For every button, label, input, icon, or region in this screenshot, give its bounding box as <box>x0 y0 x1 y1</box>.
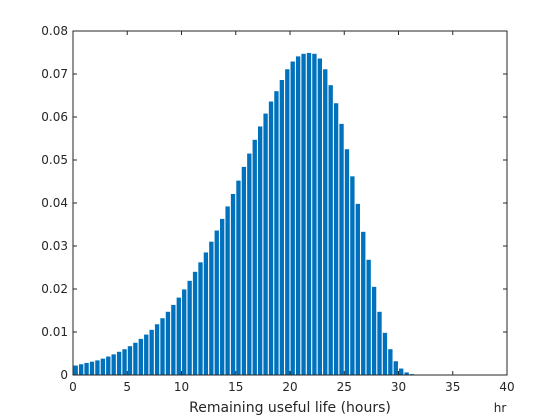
bar <box>333 103 339 376</box>
bar <box>257 126 263 376</box>
bar <box>225 206 230 375</box>
bar <box>95 360 100 375</box>
bar <box>182 289 187 375</box>
bar <box>154 324 160 375</box>
bar <box>127 346 133 375</box>
bar <box>122 349 127 375</box>
bar <box>285 69 290 376</box>
bar <box>165 311 171 375</box>
x-tick-label: 5 <box>123 380 131 394</box>
bar <box>312 53 317 375</box>
bar <box>89 361 95 375</box>
bar <box>220 218 225 375</box>
bar <box>241 166 247 375</box>
bar <box>187 280 192 375</box>
y-tick-label: 0.05 <box>41 153 68 167</box>
x-tick-label: 15 <box>228 380 243 394</box>
bar <box>176 297 181 375</box>
bar <box>274 91 279 375</box>
bar <box>203 252 209 375</box>
bar <box>382 332 388 375</box>
y-tick-label: 0 <box>60 368 68 382</box>
bar <box>350 176 355 375</box>
y-tick-label: 0.04 <box>41 196 68 210</box>
bar <box>366 259 371 375</box>
bar <box>295 56 301 376</box>
bar <box>116 351 122 375</box>
bar <box>344 149 350 375</box>
bar <box>252 139 257 375</box>
bar <box>160 318 165 375</box>
bar <box>247 153 252 375</box>
x-tick-label: 20 <box>282 380 297 394</box>
y-tick-label: 0.06 <box>41 110 68 124</box>
x-tick-label: 0 <box>69 380 77 394</box>
y-tick-label: 0.02 <box>41 282 68 296</box>
bar <box>399 368 404 375</box>
y-axis-ticks: 0 0.01 0.02 0.03 0.04 0.05 0.06 0.07 0.08 <box>41 24 507 382</box>
y-tick-label: 0.03 <box>41 239 68 253</box>
bar-series <box>73 52 420 376</box>
y-tick-label: 0.08 <box>41 24 68 38</box>
bar <box>301 53 306 375</box>
bar <box>192 271 198 375</box>
x-tick-label: 25 <box>337 380 352 394</box>
bar <box>198 262 203 375</box>
bar <box>306 52 312 376</box>
bar <box>355 203 360 375</box>
bar <box>214 230 219 375</box>
x-axis-label: Remaining useful life (hours) <box>189 400 391 416</box>
bar <box>236 180 241 375</box>
bar <box>133 342 138 375</box>
bar <box>323 69 328 376</box>
bar <box>328 85 333 376</box>
y-tick-label: 0.07 <box>41 67 68 81</box>
x-tick-label: 30 <box>391 380 406 394</box>
bar <box>100 358 106 375</box>
bar <box>73 365 78 375</box>
bar <box>111 354 116 375</box>
bar <box>106 356 111 375</box>
bar <box>138 338 143 375</box>
x-tick-label: 35 <box>445 380 460 394</box>
bar <box>268 101 274 376</box>
bar <box>317 58 323 376</box>
bar <box>339 123 344 375</box>
bar <box>279 80 285 376</box>
x-tick-label: 40 <box>499 380 514 394</box>
bar <box>149 329 154 375</box>
bar <box>371 286 377 375</box>
x-axis-ticks: 0 5 10 15 20 25 30 35 40 <box>69 31 515 394</box>
bar <box>171 304 176 375</box>
x-tick-label: 10 <box>174 380 189 394</box>
bar <box>78 364 84 375</box>
x-axis-unit-label: hr <box>494 401 507 415</box>
bar <box>393 361 398 375</box>
bar <box>388 349 393 375</box>
y-tick-label: 0.01 <box>41 325 68 339</box>
bar <box>144 334 149 375</box>
bar <box>263 113 268 375</box>
bar <box>290 61 295 375</box>
bar <box>209 241 214 375</box>
bar <box>377 311 382 375</box>
bar <box>230 193 236 375</box>
bar <box>361 231 366 375</box>
plot-background <box>73 31 507 375</box>
bar <box>84 362 89 375</box>
bar <box>404 372 409 375</box>
